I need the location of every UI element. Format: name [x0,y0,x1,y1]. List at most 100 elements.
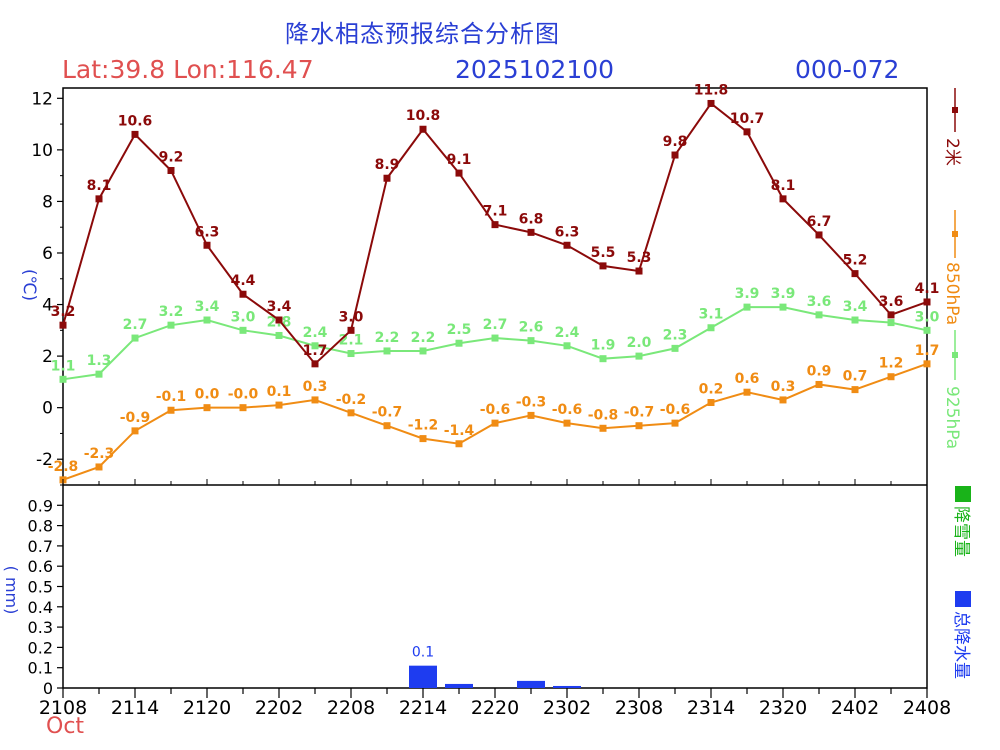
data-label-t2m: 5.2 [843,253,868,269]
data-point-t2m [167,166,175,174]
precip-y-tick-label: 0.3 [28,618,53,637]
data-point-t850 [239,404,247,412]
data-label-t850: -0.3 [516,394,547,410]
data-point-t2m [923,298,931,306]
data-label-t850: 0.3 [303,379,328,395]
legend-label-t2m: 2米 [942,138,962,166]
data-label-t925: 3.9 [735,286,760,302]
data-point-t850 [527,411,535,419]
series-t2m: 3.2 8.1 10.6 9.2 6.3 4.4 3.4 1.7 3.0 8.9 10.8 9.1 7.… [51,82,940,368]
data-point-t2m [455,169,463,177]
data-point-t850 [311,396,319,404]
data-label-t850: 0.7 [843,369,868,385]
data-label-t2m: 3.4 [267,299,292,315]
forecast-range-label: 000-072 [795,55,900,84]
data-point-t850 [599,424,607,432]
temp-y-tick-label: 0 [42,399,53,419]
data-label-t850: 0.9 [807,363,832,379]
precip-y-tick-label: 0.9 [28,496,53,515]
chart-title: 降水相态预报综合分析图 [285,20,560,48]
data-point-t850 [923,360,931,368]
data-label-t925: 3.4 [195,299,220,315]
data-point-t850 [167,406,175,414]
data-label-t925: 2.5 [447,322,472,338]
data-label-t850: 1.7 [915,343,940,359]
legend-marker-t850 [952,231,958,237]
series-t925: 1.11.32.73.23.43.02.82.42.12.22.22.52.72… [51,286,940,383]
data-point-t2m [851,270,859,278]
x-tick-label: 2108 [39,697,87,719]
data-label-t2m: 8.1 [87,178,112,194]
data-label-t850: -0.9 [120,410,151,426]
precip-y-axis-label: ( mm) [2,566,21,615]
data-label-t925: 2.7 [483,317,508,333]
data-label-t925: 1.9 [591,338,616,354]
plot-frame [62,87,928,689]
temp-y-tick-label: 8 [42,192,53,212]
data-point-t2m [311,360,319,368]
data-point-t2m [707,99,715,107]
data-label-t2m: 11.8 [694,82,729,98]
data-label-t850: -0.1 [156,389,187,405]
data-point-t925 [815,311,823,319]
data-point-t925 [203,316,211,324]
x-tick-label: 2308 [615,697,663,719]
data-label-t2m: 6.7 [807,214,832,230]
data-label-t2m: 7.1 [483,204,508,220]
data-point-t925 [347,350,355,358]
data-label-t850: 1.2 [879,356,904,372]
data-label-t2m: 5.3 [627,250,652,266]
data-point-t850 [671,419,679,427]
x-tick-label: 2208 [327,697,375,719]
data-label-t850: 0.2 [699,382,724,398]
data-label-t850: -0.7 [624,405,655,421]
data-label-t2m: 8.1 [771,178,796,194]
precip-bar [553,685,581,688]
data-point-t925 [923,326,931,334]
temp-y-tick-label: 10 [31,141,53,161]
data-label-t2m: 4.4 [231,273,256,289]
legend-label-t925: 925hPa [942,386,962,449]
init-time-label: 2025102100 [455,55,615,84]
data-point-t925 [383,347,391,355]
location-label: Lat:39.8 Lon:116.47 [62,55,314,84]
data-label-t925: 1.1 [51,358,76,374]
x-tick-label: 2202 [255,697,303,719]
temp-y-axis-label: (℃) [19,269,39,301]
data-point-t2m [563,241,571,249]
data-label-t925: 1.3 [87,353,112,369]
precip-y-tick-label: 0.8 [28,517,53,536]
data-point-t2m [347,326,355,334]
data-label-t2m: 6.3 [195,224,220,240]
precip-bar [409,665,437,688]
data-point-t2m [527,228,535,236]
data-label-t925: 3.0 [231,309,256,325]
data-label-t850: -0.6 [480,402,511,418]
data-point-t2m [887,311,895,319]
data-point-t850 [635,422,643,430]
data-point-t925 [167,321,175,329]
data-point-t925 [419,347,427,355]
data-point-t850 [347,409,355,417]
series-t850: -2.8 -2.3 -0.9 -0.1 0.0 -0.0 0.1 0.3 -0.2 -0.7 -1.… [48,343,940,484]
legend-marker-snow [955,486,971,502]
legend-label-precip: 总降水量 [951,611,971,679]
data-point-t925 [851,316,859,324]
x-tick-label: 2314 [687,697,735,719]
x-tick-label: 2320 [759,697,807,719]
data-label-t2m: 4.1 [915,281,940,297]
data-point-t850 [563,419,571,427]
data-label-t850: -1.4 [444,423,475,439]
data-point-t925 [455,339,463,347]
data-label-t850: -0.8 [588,407,619,423]
x-tick-label: 2302 [543,697,591,719]
precip-y-tick-label: 0.4 [28,598,53,617]
data-point-t2m [743,128,751,136]
temp-y-tick-label: 12 [31,89,53,109]
data-point-t925 [635,352,643,360]
data-point-t925 [743,303,751,311]
data-point-t2m [671,151,679,159]
data-label-t850: -0.7 [372,405,403,421]
data-label-t850: 0.3 [771,379,796,395]
